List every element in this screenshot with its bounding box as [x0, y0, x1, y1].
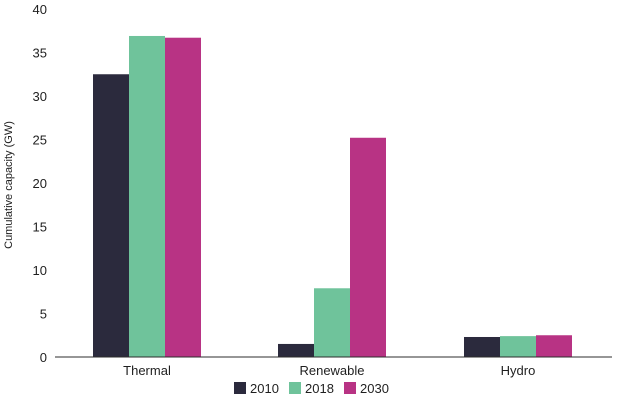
bars-group [93, 35, 572, 358]
bar-renewable-2018 [314, 288, 350, 357]
y-tick-label: 40 [33, 2, 47, 17]
bar-hydro-2018 [500, 336, 536, 357]
y-axis-label: Cumulative capacity (GW) [3, 121, 15, 249]
legend-swatch-2018 [289, 382, 301, 394]
x-axis-tick-labels: Thermal Renewable Hydro [123, 363, 535, 378]
bar-hydro-2010 [464, 336, 500, 357]
y-axis-ticks: 0 5 10 15 20 25 30 35 40 [33, 2, 47, 365]
bar-renewable-2010 [278, 343, 314, 357]
bar-thermal-2010 [93, 74, 129, 357]
y-tick-label: 20 [33, 176, 47, 191]
bar-thermal-2018 [129, 35, 165, 357]
legend-swatch-2030 [344, 382, 356, 394]
y-tick-label: 30 [33, 89, 47, 104]
bar-renewable-2030 [350, 137, 386, 357]
legend-swatch-2010 [234, 382, 246, 394]
legend-label: 2010 [250, 381, 279, 396]
bar-thermal-2030 [165, 37, 201, 358]
legend-label: 2030 [360, 381, 389, 396]
category-label: Hydro [501, 363, 536, 378]
legend: 2010 2018 2030 [234, 381, 389, 396]
y-tick-label: 15 [33, 220, 47, 235]
y-tick-label: 35 [33, 46, 47, 61]
y-tick-label: 0 [40, 350, 47, 365]
y-tick-label: 25 [33, 133, 47, 148]
y-tick-label: 5 [40, 307, 47, 322]
legend-label: 2018 [305, 381, 334, 396]
y-tick-label: 10 [33, 263, 47, 278]
category-label: Thermal [123, 363, 171, 378]
bar-hydro-2030 [536, 335, 572, 357]
category-label: Renewable [299, 363, 364, 378]
